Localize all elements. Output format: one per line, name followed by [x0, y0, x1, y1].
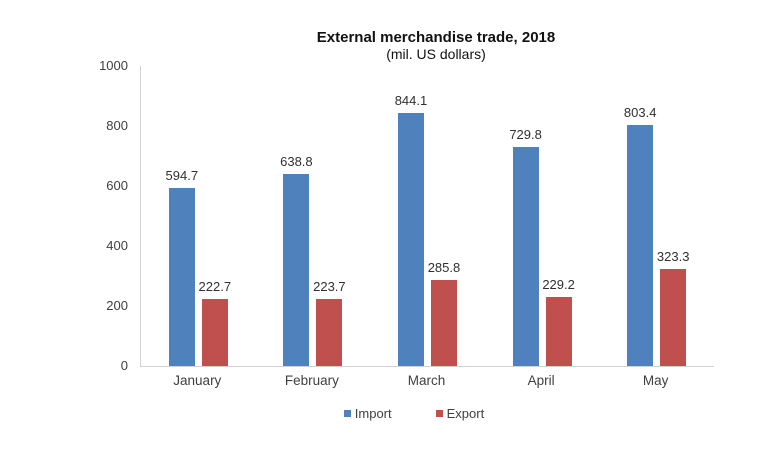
bar-export-january	[201, 299, 228, 366]
y-tick-label: 800	[106, 118, 128, 133]
x-axis-label: May	[642, 373, 669, 388]
legend-label: Import	[354, 406, 392, 421]
x-axis-labels: January February March April May	[140, 373, 713, 391]
y-tick-label: 600	[106, 178, 128, 193]
bar-import-february	[283, 174, 310, 366]
y-tick-label: 0	[120, 358, 128, 373]
legend-swatch-export	[435, 410, 443, 417]
bar-import-may	[627, 124, 654, 366]
legend-label: Export	[446, 406, 485, 421]
bar-import-april	[512, 147, 539, 366]
bar-group: 803.4 323.3	[599, 66, 714, 366]
chart-header: External merchandise trade, 2018 (mil. U…	[140, 29, 732, 63]
x-axis-label: February	[284, 373, 339, 388]
bar-value-label: 285.8	[427, 260, 461, 276]
bar-value-label: 323.3	[656, 249, 690, 265]
bar-export-may	[660, 269, 687, 366]
bar-value-label: 222.7	[198, 279, 232, 295]
legend-item-import: Import	[343, 406, 392, 421]
x-axis-label: April	[527, 373, 555, 388]
bar-value-label: 223.7	[313, 278, 346, 294]
x-axis-label: March	[407, 373, 446, 388]
bar-value-label: 844.1	[394, 92, 428, 108]
bar-value-label: 803.4	[623, 104, 657, 120]
bar-value-label: 594.7	[165, 167, 199, 183]
legend-swatch-import	[343, 410, 351, 417]
chart-subtitle: (mil. US dollars)	[386, 46, 486, 62]
bar-group: 729.8 229.2	[485, 66, 600, 366]
x-axis-label: January	[173, 373, 222, 388]
bar-group: 638.8 223.7	[256, 66, 371, 366]
bar-value-label: 638.8	[280, 154, 313, 170]
bar-group: 844.1 285.8	[370, 66, 485, 366]
bar-group: 594.7 222.7	[141, 66, 256, 366]
bar-value-label: 729.8	[509, 127, 542, 143]
y-tick-label: 400	[106, 238, 128, 253]
bar-export-april	[545, 297, 572, 366]
y-tick-label: 1000	[99, 58, 128, 73]
bar-import-january	[168, 187, 195, 366]
bar-import-march	[397, 112, 424, 366]
y-axis-labels: 0 200 400 600 800 1000	[0, 58, 128, 373]
legend-item-export: Export	[435, 406, 485, 421]
y-tick-label: 200	[106, 298, 128, 313]
chart-title: External merchandise trade, 2018	[316, 29, 556, 46]
bar-export-february	[316, 298, 343, 366]
legend: Import Export	[140, 406, 688, 421]
bar-value-label: 229.2	[542, 277, 575, 293]
plot-area: 594.7 222.7 638.8 223.7 844.1 285.8 729.8 229.2…	[140, 66, 714, 367]
bar-export-march	[430, 280, 457, 366]
